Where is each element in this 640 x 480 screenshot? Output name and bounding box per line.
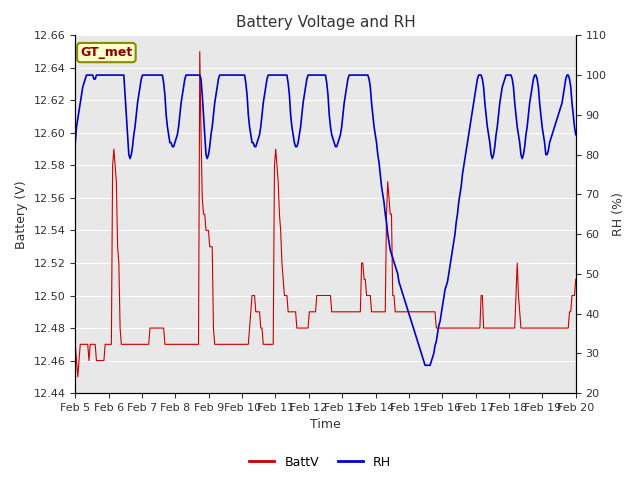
BattV xyxy=(572,276,580,282)
RH xyxy=(97,72,104,78)
BattV xyxy=(97,358,104,363)
Title: Battery Voltage and RH: Battery Voltage and RH xyxy=(236,15,415,30)
RH xyxy=(421,362,429,368)
RH xyxy=(83,72,90,78)
RH xyxy=(292,144,300,150)
RH xyxy=(176,112,184,118)
RH xyxy=(72,140,79,145)
Y-axis label: RH (%): RH (%) xyxy=(612,192,625,236)
Text: GT_met: GT_met xyxy=(80,46,132,59)
RH xyxy=(244,112,252,118)
X-axis label: Time: Time xyxy=(310,419,341,432)
BattV xyxy=(72,341,79,347)
Line: RH: RH xyxy=(76,75,576,365)
RH xyxy=(232,72,240,78)
Legend: BattV, RH: BattV, RH xyxy=(244,451,396,474)
RH xyxy=(472,84,480,90)
RH xyxy=(572,132,580,138)
BattV xyxy=(472,325,480,331)
Y-axis label: Battery (V): Battery (V) xyxy=(15,180,28,249)
BattV xyxy=(196,48,204,54)
Line: BattV: BattV xyxy=(76,51,576,377)
BattV xyxy=(176,341,184,347)
BattV xyxy=(293,325,301,331)
BattV xyxy=(74,374,82,380)
BattV xyxy=(233,341,241,347)
BattV xyxy=(246,325,253,331)
